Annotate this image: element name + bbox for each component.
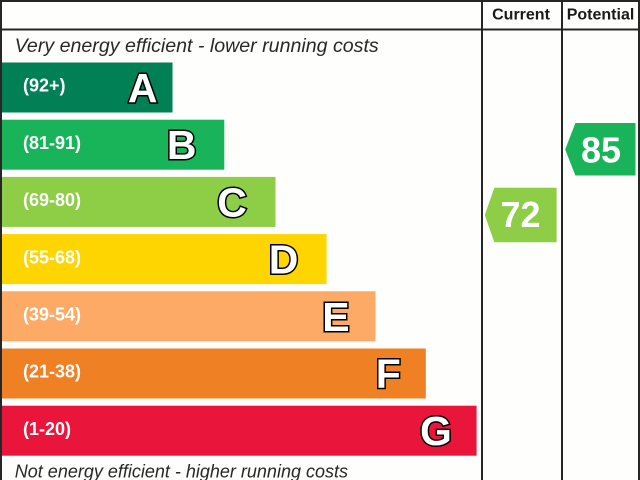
svg-text:72: 72 <box>500 194 540 235</box>
svg-text:D: D <box>269 237 299 283</box>
svg-text:G: G <box>420 408 452 454</box>
svg-text:Potential: Potential <box>567 7 635 24</box>
svg-text:(69-80): (69-80) <box>23 190 81 210</box>
svg-text:Current: Current <box>492 7 550 24</box>
svg-text:C: C <box>217 179 247 225</box>
svg-text:(92+): (92+) <box>23 76 66 96</box>
svg-text:(1-20): (1-20) <box>23 419 71 439</box>
svg-text:A: A <box>128 65 158 111</box>
svg-text:E: E <box>322 294 349 340</box>
svg-text:F: F <box>376 351 401 397</box>
svg-text:Not energy efficient - higher: Not energy efficient - higher running co… <box>15 462 348 480</box>
svg-text:(55-68): (55-68) <box>23 247 81 267</box>
svg-text:B: B <box>167 122 197 168</box>
svg-text:(81-91): (81-91) <box>23 133 81 153</box>
svg-text:85: 85 <box>581 130 621 171</box>
svg-text:(21-38): (21-38) <box>23 362 81 382</box>
svg-text:Very energy efficient - lower: Very energy efficient - lower running co… <box>15 35 379 57</box>
svg-text:(39-54): (39-54) <box>23 305 81 325</box>
